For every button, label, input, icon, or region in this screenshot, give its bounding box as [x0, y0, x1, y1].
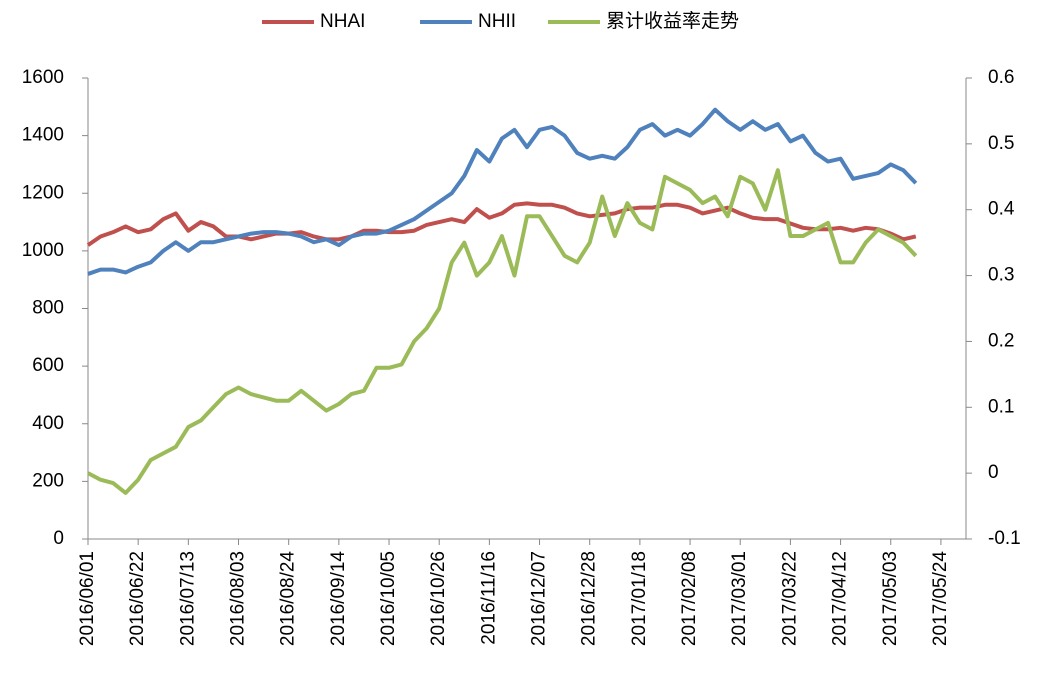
y-tick-label: 400	[32, 413, 64, 434]
x-tick-label: 2017/05/03	[880, 551, 901, 646]
x-tick-label: 2017/04/12	[830, 551, 851, 646]
y-tick-label: 1600	[22, 67, 64, 88]
y-tick-label: 1000	[22, 240, 64, 261]
x-tick-label: 2016/09/14	[328, 551, 349, 647]
y-tick-label: 200	[32, 470, 64, 491]
y-tick-label: 1200	[22, 182, 64, 203]
x-tick-label: 2016/06/01	[77, 551, 98, 646]
x-tick-label: 2016/12/28	[579, 551, 600, 646]
y2-tick-label: 0.6	[988, 67, 1014, 88]
x-tick-label: 2017/03/22	[779, 551, 800, 646]
x-tick-label: 2016/07/13	[177, 551, 198, 646]
y-tick-label: 800	[32, 298, 64, 319]
x-tick-label: 2017/05/24	[930, 551, 951, 647]
x-tick-label: 2017/02/08	[679, 551, 700, 646]
x-tick-label: 2017/03/01	[729, 551, 750, 646]
y2-tick-label: 0	[988, 462, 999, 483]
x-tick-label: 2016/11/16	[478, 551, 499, 645]
x-tick-label: 2016/08/24	[278, 551, 299, 647]
y-tick-label: 0	[53, 528, 64, 549]
legend-label: NHAI	[320, 11, 365, 32]
y2-tick-label: 0.5	[988, 133, 1014, 154]
legend-label: NHII	[478, 11, 516, 32]
series-line	[87, 107, 918, 276]
y2-tick-label: 0.3	[988, 265, 1014, 286]
x-tick-label: 2016/08/03	[228, 551, 249, 646]
y-tick-label: 600	[32, 355, 64, 376]
y2-tick-label: 0.1	[988, 396, 1014, 417]
x-tick-label: 2017/01/18	[629, 551, 650, 646]
series-line	[87, 168, 918, 495]
x-tick-label: 2016/10/05	[378, 551, 399, 646]
y2-tick-label: 0.4	[988, 199, 1015, 220]
x-tick-label: 2016/10/26	[428, 551, 449, 646]
legend-label: 累计收益率走势	[606, 10, 739, 32]
x-tick-label: 2016/06/22	[127, 551, 148, 646]
series-line	[86, 201, 917, 247]
x-tick-label: 2016/12/07	[529, 551, 550, 646]
y2-tick-label: 0.2	[988, 330, 1014, 351]
y2-tick-label: -0.1	[988, 528, 1021, 549]
y-tick-label: 1400	[22, 125, 64, 146]
